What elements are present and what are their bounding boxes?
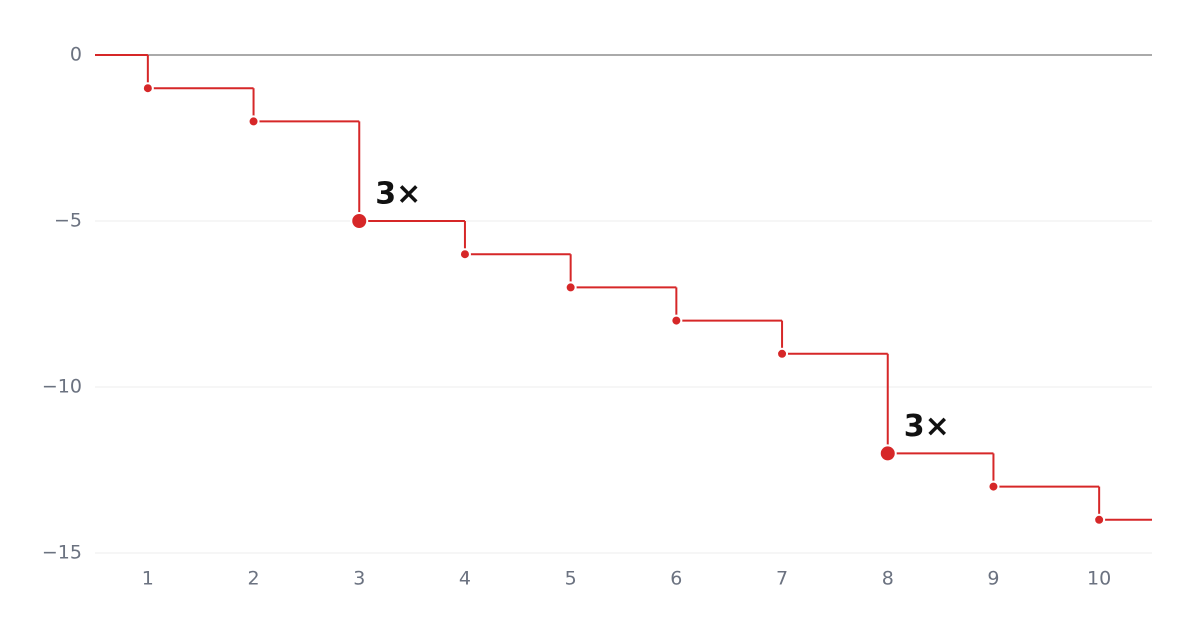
x-tick-label: 5: [565, 568, 577, 590]
x-tick-label: 8: [882, 568, 894, 590]
data-point: [247, 115, 260, 128]
x-tick-label: 7: [776, 568, 788, 590]
x-tick-label: 4: [459, 568, 471, 590]
x-tick-label: 3: [353, 568, 365, 590]
x-tick-label: 10: [1087, 568, 1111, 590]
y-tick-label: −15: [42, 542, 82, 564]
data-point: [458, 248, 471, 261]
data-point: [878, 444, 897, 463]
data-point: [987, 480, 1000, 493]
data-point: [670, 314, 683, 327]
annotation: 3×: [904, 409, 950, 444]
x-tick-label: 9: [987, 568, 999, 590]
data-point: [1093, 513, 1106, 526]
data-point: [141, 82, 154, 95]
y-tick-label: −5: [54, 210, 82, 232]
data-point: [564, 281, 577, 294]
y-tick-label: 0: [70, 44, 82, 66]
x-tick-label: 6: [670, 568, 682, 590]
data-point: [350, 212, 369, 230]
x-tick-label: 1: [142, 568, 154, 590]
y-tick-label: −10: [42, 376, 82, 398]
data-point: [776, 347, 789, 360]
x-tick-label: 2: [248, 568, 260, 590]
annotation: 3×: [375, 177, 421, 212]
